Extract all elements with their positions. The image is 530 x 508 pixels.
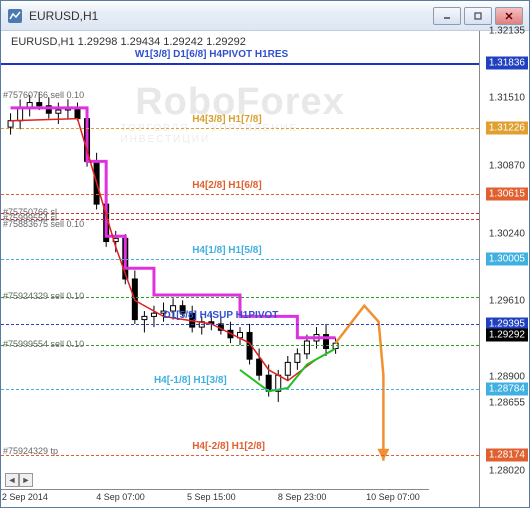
trade-label: #75883675 sell 0.10 — [3, 219, 84, 229]
trade-label: #75760766 sell 0.10 — [3, 90, 84, 100]
level-label: H4[-1/8] H1[3/8] — [154, 375, 227, 386]
y-level-box: 1.30615 — [486, 187, 528, 200]
minimize-icon — [442, 11, 452, 21]
x-tick: 5 Sep 15:00 — [187, 492, 236, 502]
y-level-box: 1.31836 — [486, 56, 528, 69]
y-tick: 1.30240 — [489, 228, 525, 239]
close-icon — [504, 11, 514, 21]
plot[interactable]: RoboForex ТОРГОВЛЯ — УПРАВЛЕНИЕ — ИНВЕСТ… — [1, 31, 479, 507]
level-label: W1[3/8] D1[6/8] H4PIVOT H1RES — [135, 49, 288, 60]
y-axis: 1.321351.315101.308701.302401.296101.289… — [479, 31, 529, 507]
y-level-box: 1.30005 — [486, 252, 528, 265]
window-title: EURUSD,H1 — [29, 9, 433, 23]
y-tick: 1.28900 — [489, 371, 525, 382]
minimize-button[interactable] — [433, 7, 461, 25]
y-tick: 1.29610 — [489, 295, 525, 306]
x-axis: 2 Sep 2014 4 Sep 07:00 5 Sep 15:00 8 Sep 23… — [1, 489, 429, 507]
window-buttons — [433, 7, 523, 25]
y-tick: 1.28655 — [489, 398, 525, 409]
trade-label: #75924329 sell 0.10 — [3, 291, 84, 301]
trade-label: #75999554 sell 0.10 — [3, 339, 84, 349]
y-tick: 1.31510 — [489, 92, 525, 103]
chart-area[interactable]: RoboForex ТОРГОВЛЯ — УПРАВЛЕНИЕ — ИНВЕСТ… — [1, 31, 529, 507]
trade-label: #75924329 tp — [3, 446, 58, 456]
maximize-button[interactable] — [464, 7, 492, 25]
x-tick: 4 Sep 07:00 — [96, 492, 145, 502]
y-level-box: 1.28784 — [486, 383, 528, 396]
level-label: H4[3/8] H1[7/8] — [192, 114, 261, 125]
x-tick: 10 Sep 07:00 — [366, 492, 420, 502]
y-level-box: 1.31226 — [486, 122, 528, 135]
level-label: H4[-2/8] H1[2/8] — [192, 441, 265, 452]
watermark-sub: ТОРГОВЛЯ — УПРАВЛЕНИЕ — ИНВЕСТИЦИИ — [121, 123, 360, 145]
nav-left-button[interactable]: ◄ — [5, 473, 19, 487]
y-tick: 1.32135 — [489, 26, 525, 37]
y-tick: 1.30870 — [489, 161, 525, 172]
symbol-label: EURUSD,H1 1.29298 1.29434 1.29242 1.2929… — [9, 35, 248, 49]
titlebar[interactable]: EURUSD,H1 — [1, 1, 529, 31]
window: EURUSD,H1 RoboForex ТОРГОВЛЯ — УПРАВЛЕНИ… — [0, 0, 530, 508]
y-tick: 1.28020 — [489, 466, 525, 477]
level-label: H4[1/8] H1[5/8] — [192, 245, 261, 256]
chart-overlay — [1, 31, 479, 507]
nav-buttons: ◄ ► — [5, 473, 33, 487]
level-label: D1[5/8] H4SUP H1PIVOT — [164, 310, 279, 321]
price-box: 1.29292 — [486, 328, 528, 341]
nav-right-button[interactable]: ► — [19, 473, 33, 487]
app-icon — [7, 8, 23, 24]
x-tick: 2 Sep 2014 — [2, 492, 48, 502]
y-level-box: 1.28174 — [486, 448, 528, 461]
x-tick: 8 Sep 23:00 — [278, 492, 327, 502]
level-label: H4[2/8] H1[6/8] — [192, 180, 261, 191]
maximize-icon — [473, 11, 483, 21]
close-button[interactable] — [495, 7, 523, 25]
